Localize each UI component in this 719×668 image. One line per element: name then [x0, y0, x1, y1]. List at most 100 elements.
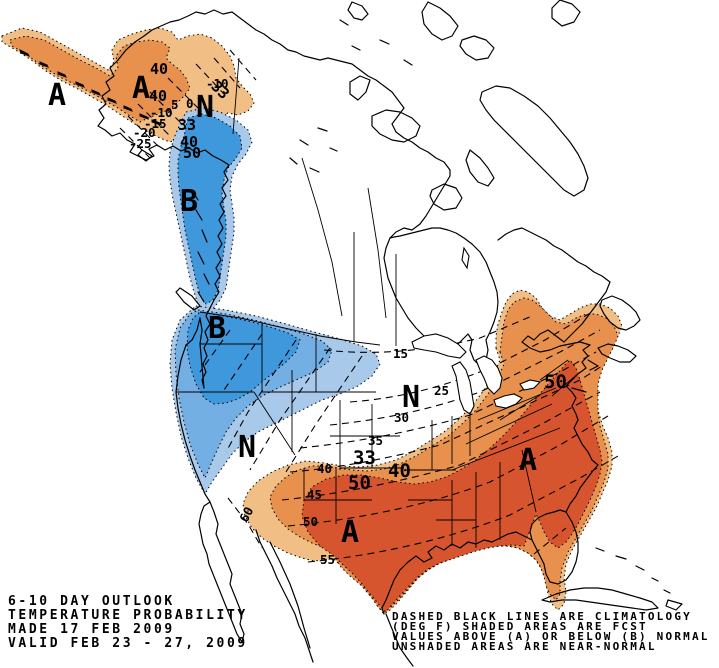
letter-near-normal-midwest: N	[402, 380, 420, 415]
newfoundland	[599, 295, 641, 331]
ab-sk-border	[367, 187, 387, 319]
long-island	[571, 359, 599, 393]
alaska-coast	[97, 59, 230, 166]
prob-contour-40-alaska-north: 40	[150, 60, 168, 78]
letter-above-alaska: A	[132, 71, 150, 106]
climo-line-55	[307, 455, 619, 563]
lake-huron	[475, 355, 503, 395]
mexico-west-coast	[255, 529, 314, 663]
southampton-island	[429, 183, 463, 211]
climo-label-50: 50	[303, 514, 318, 529]
legend-line-3: VALUES ABOVE (A) OR BELOW (B) NORMAL	[392, 630, 710, 643]
climo-label-m25: -25	[129, 136, 152, 151]
lake-michigan	[451, 361, 475, 415]
climo-line-ak-4	[167, 77, 201, 111]
climo-line-ak-6	[137, 103, 171, 137]
title-line-valid: VALID FEB 23 - 27, 2009	[8, 636, 248, 651]
climo-label-40: 40	[317, 461, 332, 476]
climo-label-25: 25	[434, 383, 449, 398]
baffin-island	[479, 85, 589, 197]
vancouver-island	[175, 287, 201, 311]
prob-contour-50-panhandle: 50	[183, 144, 201, 162]
climo-label-m10b: -10	[150, 105, 173, 120]
lake-superior	[411, 333, 467, 359]
interior-borders	[176, 57, 581, 548]
prob-contour-33-central: 33	[353, 447, 376, 469]
prob-contour-50-northeast: 50	[544, 371, 567, 393]
hudson-bay	[383, 227, 499, 367]
mexico-east-coast	[385, 613, 414, 667]
panhandle-coast	[209, 164, 230, 309]
region-alaska-above-40	[9, 35, 191, 123]
title-line-product: 6-10 DAY OUTLOOK	[8, 594, 175, 609]
melville-peninsula	[465, 149, 495, 187]
climo-label-60: 60	[236, 504, 256, 524]
lake-ontario	[519, 379, 542, 391]
letter-below-panhandle: B	[180, 184, 198, 219]
bc-coast	[201, 307, 211, 389]
arctic-coast	[117, 9, 451, 239]
climo-line-west-1	[199, 329, 231, 373]
nova-scotia	[597, 343, 637, 363]
letter-above-southeast: A	[519, 443, 537, 478]
climo-label-m15: -15	[144, 116, 167, 131]
prob-contour-40-panhandle: 40	[180, 133, 198, 151]
state-lines-texas	[303, 468, 476, 524]
climo-line-45	[281, 391, 601, 501]
us-gulf-atlantic-coast	[381, 344, 599, 615]
climo-label-0: 0	[186, 96, 194, 111]
letter-above-aleutians: A	[48, 78, 66, 113]
mexico-interior	[269, 541, 311, 649]
letter-above-texas: A	[341, 515, 359, 550]
us-west-coast	[175, 317, 211, 503]
state-lines-northeast	[499, 359, 581, 421]
climo-line-west-4	[249, 347, 331, 471]
letter-near-normal-great-basin: N	[238, 430, 256, 465]
prob-contour-40-alaska: 40	[149, 87, 167, 105]
lake-winnipeg	[461, 246, 470, 270]
prob-contour-33-panhandle: 33	[178, 116, 196, 134]
banks-island	[349, 75, 371, 101]
title-line-element: TEMPERATURE PROBABILITY	[8, 608, 248, 623]
devon-island	[459, 35, 495, 61]
climo-line-florida	[533, 527, 567, 555]
climo-label-45: 45	[307, 487, 322, 502]
legend-block: DASHED BLACK LINES ARE CLIMATOLOGY (DEG …	[392, 610, 710, 653]
prob-contour-40-central: 40	[388, 460, 411, 482]
climo-label-35: 35	[368, 433, 383, 448]
letter-near-normal-alaska: N	[196, 90, 214, 125]
bahamas	[595, 547, 671, 594]
state-lines-west	[176, 322, 376, 456]
prob-contour-50-texas: 50	[348, 472, 371, 494]
letter-below-northwest: B	[208, 311, 226, 346]
climo-line-50	[287, 415, 609, 527]
bc-ab-border	[301, 157, 343, 317]
state-lines-plains	[330, 400, 471, 501]
panhandle-islands	[191, 189, 210, 303]
region-panhandle-below-50	[177, 113, 243, 305]
climo-line-west-3	[225, 339, 297, 453]
climo-line-30	[329, 329, 601, 426]
title-line-made: MADE 17 FEB 2009	[8, 622, 175, 637]
climo-line-60	[227, 497, 263, 549]
cuba	[541, 587, 659, 611]
legend-line-1: DASHED BLACK LINES ARE CLIMATOLOGY	[392, 610, 692, 623]
climo-line-ak-2	[213, 57, 241, 89]
climo-label-55: 55	[320, 552, 335, 567]
aleutian-islands	[19, 49, 162, 126]
victoria-island	[371, 109, 421, 143]
climo-label-m20: -20	[133, 125, 156, 140]
climo-line-ak-7	[127, 115, 161, 149]
lake-erie	[493, 393, 523, 409]
state-lines-southeast	[451, 387, 561, 548]
climo-label-15: 15	[393, 346, 408, 361]
coastlines	[19, 0, 683, 667]
climo-line-west-5	[285, 355, 363, 473]
us-canada-border	[199, 311, 381, 346]
legend-line-4: UNSHADED AREAS ARE NEAR-NORMAL	[392, 640, 657, 653]
climo-line-ak-8	[119, 127, 153, 161]
hispaniola	[665, 599, 683, 611]
climo-label-5: 5	[171, 97, 179, 112]
